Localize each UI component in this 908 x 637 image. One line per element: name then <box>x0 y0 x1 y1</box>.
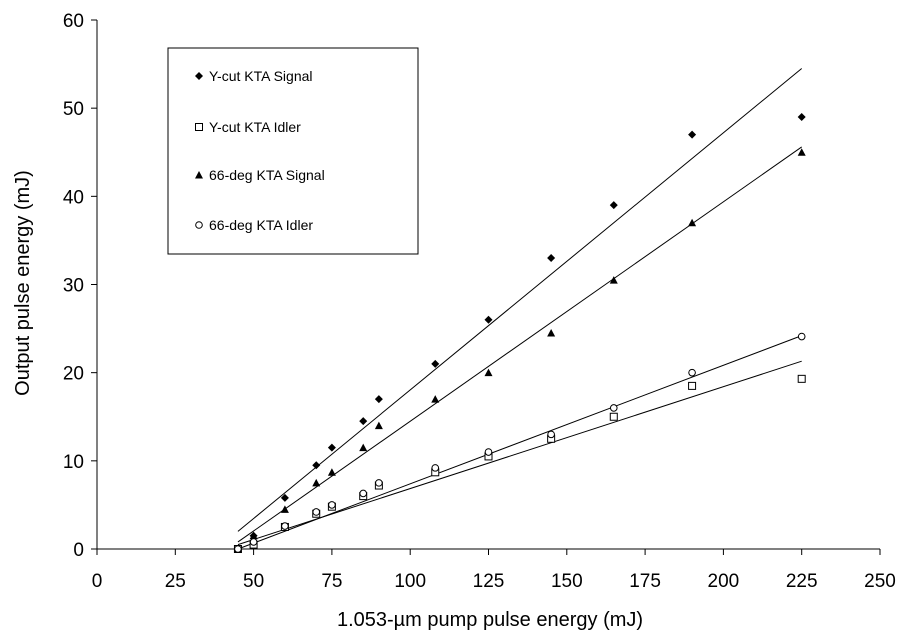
marker-triangle <box>374 421 383 430</box>
marker-triangle <box>609 276 618 284</box>
marker-diamond <box>484 315 493 324</box>
fit-line-series-4 <box>237 335 802 550</box>
y-axis-title: Output pulse energy (mJ) <box>12 170 34 396</box>
marker-diamond <box>280 493 289 502</box>
y-tick-label: 10 <box>63 452 84 473</box>
x-tick-label: 25 <box>165 571 186 592</box>
series-4-points <box>234 332 806 553</box>
x-tick-label: 125 <box>473 571 505 592</box>
marker-circle <box>328 501 336 509</box>
legend-label-1: Y-cut KTA Signal <box>209 68 313 84</box>
x-tick-label: 50 <box>243 571 264 592</box>
y-tick-label: 60 <box>63 11 84 32</box>
marker-circle <box>195 221 203 229</box>
marker-circle <box>281 522 289 530</box>
marker-triangle <box>484 368 493 377</box>
fit-line-series-2 <box>237 360 802 546</box>
marker-diamond <box>547 254 556 263</box>
fit-line-series-1 <box>237 68 803 532</box>
marker-diamond <box>195 72 203 80</box>
x-tick-label: 200 <box>708 571 740 592</box>
marker-triangle <box>249 531 258 540</box>
marker-triangle <box>327 468 336 476</box>
marker-circle <box>797 332 806 341</box>
marker-diamond <box>431 359 440 368</box>
marker-square <box>797 374 806 383</box>
legend-label-3: 66-deg KTA Signal <box>209 167 325 183</box>
x-tick-label: 150 <box>551 571 583 592</box>
marker-diamond <box>797 112 806 121</box>
marker-triangle <box>431 395 440 403</box>
x-axis: 0 25 50 75 100 125 150 175 200 225 250 <box>92 549 896 592</box>
marker-triangle <box>688 218 697 227</box>
marker-circle <box>249 538 258 546</box>
marker-circle <box>431 464 440 472</box>
y-axis: 0 10 20 30 40 50 60 <box>63 11 97 561</box>
marker-diamond <box>609 201 618 210</box>
fit-line-series-3 <box>237 146 802 543</box>
x-axis-title: 1.053-µm pump pulse energy (mJ) <box>337 609 643 631</box>
marker-circle <box>609 404 618 412</box>
legend: Y-cut KTA Signal Y-cut KTA Idler 66-deg … <box>167 47 419 255</box>
marker-circle <box>375 479 383 487</box>
x-tick-label: 0 <box>92 571 103 592</box>
y-tick-label: 30 <box>63 276 84 297</box>
legend-marker-circle <box>195 221 203 229</box>
legend-marker-diamond <box>195 72 203 80</box>
marker-triangle <box>359 443 368 452</box>
marker-square <box>688 381 697 390</box>
marker-diamond <box>374 395 383 404</box>
y-tick-label: 20 <box>63 364 84 385</box>
marker-triangle <box>280 505 289 513</box>
legend-item-3: 66-deg KTA Signal <box>195 167 325 183</box>
marker-circle <box>359 489 368 498</box>
marker-triangle <box>547 328 556 337</box>
legend-box <box>167 47 419 255</box>
legend-label-4: 66-deg KTA Idler <box>209 217 313 233</box>
marker-diamond <box>359 417 368 426</box>
data-markers <box>233 112 806 553</box>
x-tick-label: 75 <box>321 571 342 592</box>
x-tick-label: 250 <box>864 571 896 592</box>
y-tick-label: 40 <box>63 187 84 208</box>
legend-item-4: 66-deg KTA Idler <box>195 217 313 233</box>
marker-circle <box>312 508 321 516</box>
x-tick-label: 175 <box>629 571 661 592</box>
marker-diamond <box>688 130 697 139</box>
marker-circle <box>688 368 696 377</box>
marker-circle <box>234 545 242 553</box>
series-3-points <box>233 148 806 553</box>
legend-marker-triangle <box>195 171 203 179</box>
y-tick-label: 50 <box>63 99 84 120</box>
marker-diamond <box>312 461 321 470</box>
marker-triangle <box>797 148 806 156</box>
marker-circle <box>484 448 493 456</box>
marker-triangle <box>195 171 203 179</box>
legend-item-1: Y-cut KTA Signal <box>195 68 313 84</box>
x-tick-label: 100 <box>394 571 426 592</box>
legend-item-2: Y-cut KTA Idler <box>195 119 301 135</box>
legend-label-2: Y-cut KTA Idler <box>209 119 301 135</box>
y-tick-label: 0 <box>73 540 84 561</box>
marker-square <box>609 412 618 421</box>
marker-diamond <box>327 443 336 452</box>
legend-marker-square <box>195 123 203 131</box>
fit-lines <box>237 68 803 550</box>
marker-circle <box>547 430 555 439</box>
x-tick-label: 225 <box>786 571 818 592</box>
marker-square <box>195 123 203 131</box>
marker-triangle <box>312 478 321 487</box>
